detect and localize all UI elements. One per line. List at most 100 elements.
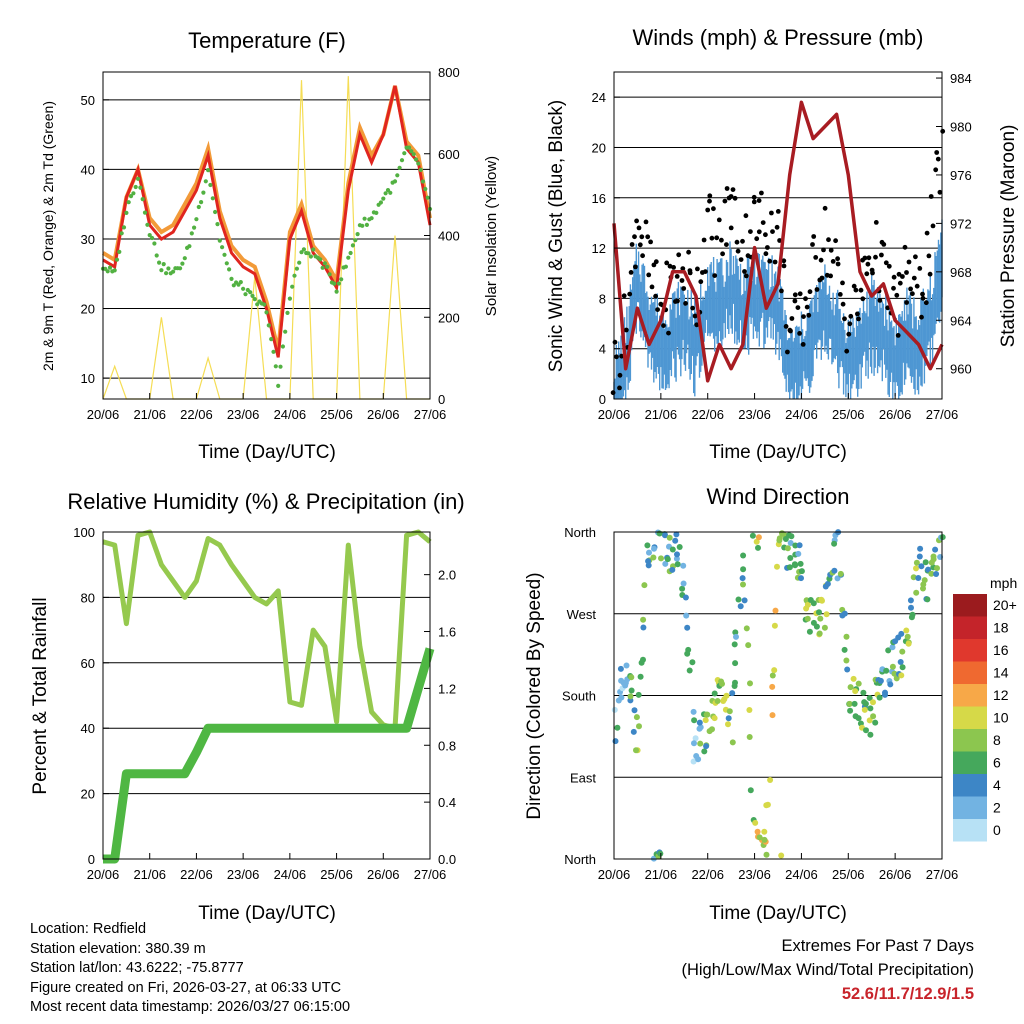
direction-point <box>837 570 844 577</box>
dewpoint-point <box>112 268 117 273</box>
gust-point <box>895 333 901 338</box>
gust-point <box>627 291 633 297</box>
gust-point <box>785 349 790 355</box>
direction-point <box>823 611 830 618</box>
gust-point <box>860 296 866 302</box>
gust-point <box>772 259 778 265</box>
winds-xtick-label: 21/06 <box>645 407 678 422</box>
gust-point <box>724 242 729 248</box>
dewpoint-point <box>334 289 339 294</box>
humidity-ylabel: Percent & Total Rainfall <box>30 597 51 794</box>
direction-point <box>897 659 904 665</box>
direction-point <box>680 580 687 587</box>
gust-point <box>814 287 820 292</box>
dewpoint-point <box>397 165 402 170</box>
dewpoint-point <box>388 190 393 195</box>
gust-point <box>687 270 693 276</box>
direction-point <box>631 707 638 714</box>
gust-point <box>806 312 812 318</box>
direction-point <box>679 585 686 592</box>
direction-point <box>821 624 828 631</box>
direction-point <box>816 609 822 616</box>
direction-point <box>887 681 894 688</box>
colorbar-label: 10 <box>993 710 1009 726</box>
temperature-xtick-label: 22/06 <box>180 407 213 422</box>
temperature-xtick-label: 20/06 <box>87 407 120 422</box>
direction-point <box>612 738 619 745</box>
direction-point <box>676 544 683 550</box>
direction-point <box>741 597 748 604</box>
gust-point <box>681 286 687 291</box>
winds-xtick-label: 24/06 <box>785 407 818 422</box>
gust-point <box>661 323 666 328</box>
dewpoint-point <box>297 260 302 265</box>
gust-point <box>629 242 635 247</box>
direction-point <box>666 534 673 541</box>
direction-point <box>910 574 917 581</box>
direction-point <box>740 581 746 588</box>
direction-point <box>669 566 676 573</box>
direction-point <box>855 680 862 687</box>
humidity-xtick-label: 20/06 <box>87 867 120 882</box>
gust-point <box>810 242 815 247</box>
winds-y2tick-label: 980 <box>950 120 972 135</box>
gust-point <box>826 237 831 243</box>
humidity-y2tick-label: 1.6 <box>438 625 456 640</box>
gust-point <box>664 260 670 266</box>
direction-point <box>686 667 693 674</box>
direction-point <box>633 714 640 721</box>
dewpoint-point <box>119 231 124 236</box>
direction-point <box>831 567 838 574</box>
gust-point <box>904 300 909 305</box>
colorbar-label: 2 <box>993 800 1001 816</box>
direction-point <box>690 708 697 715</box>
gust-point <box>886 263 892 269</box>
extremes-title: Extremes For Past 7 Days <box>781 937 974 955</box>
dewpoint-point <box>287 296 292 301</box>
direction-point <box>913 589 920 596</box>
direction-point <box>771 622 778 629</box>
gust-point <box>740 238 745 244</box>
direction-point <box>732 660 739 667</box>
direction-point <box>633 747 639 754</box>
direction-point <box>797 560 804 567</box>
direction-point <box>645 558 652 565</box>
dewpoint-point <box>411 152 416 157</box>
direction-point <box>746 734 753 740</box>
gust-point <box>653 293 658 299</box>
gust-point <box>842 316 847 322</box>
total-precipitation-line <box>103 647 435 864</box>
dewpoint-point <box>283 329 288 334</box>
colorbar-swatch <box>953 796 987 819</box>
direction-point <box>691 717 698 724</box>
direction-point <box>636 723 642 730</box>
colorbar-label: 6 <box>993 755 1001 771</box>
temperature-ytick-label: 20 <box>81 302 95 317</box>
gust-point <box>877 298 883 303</box>
dewpoint-point <box>196 204 201 210</box>
relative-humidity-line <box>102 529 432 731</box>
dewpoint-point <box>322 261 327 266</box>
dewpoint-point <box>178 266 183 271</box>
dewpoint-point <box>378 200 383 205</box>
gust-point <box>807 289 813 295</box>
dewpoint-point <box>264 310 269 315</box>
direction-point <box>714 698 721 704</box>
temp-2m-line <box>102 85 432 358</box>
direction-point <box>614 724 621 731</box>
direction-point <box>917 545 924 552</box>
dewpoint-point <box>105 269 110 274</box>
gust-point <box>756 229 762 235</box>
gust-point <box>760 220 766 226</box>
extremes-subtitle: (High/Low/Max Wind/Total Precipitation) <box>681 961 974 979</box>
direction-point <box>934 565 940 572</box>
direction-point <box>755 544 761 551</box>
direction-point <box>846 700 853 707</box>
winds-ytick-label: 12 <box>592 241 606 256</box>
humidity-ytick-label: 40 <box>81 721 95 736</box>
temperature-xtick-label: 27/06 <box>414 407 447 422</box>
dewpoint-point <box>171 269 176 274</box>
direction-xtick-label: 26/06 <box>879 867 912 882</box>
temperature-xtick-label: 21/06 <box>133 407 166 422</box>
